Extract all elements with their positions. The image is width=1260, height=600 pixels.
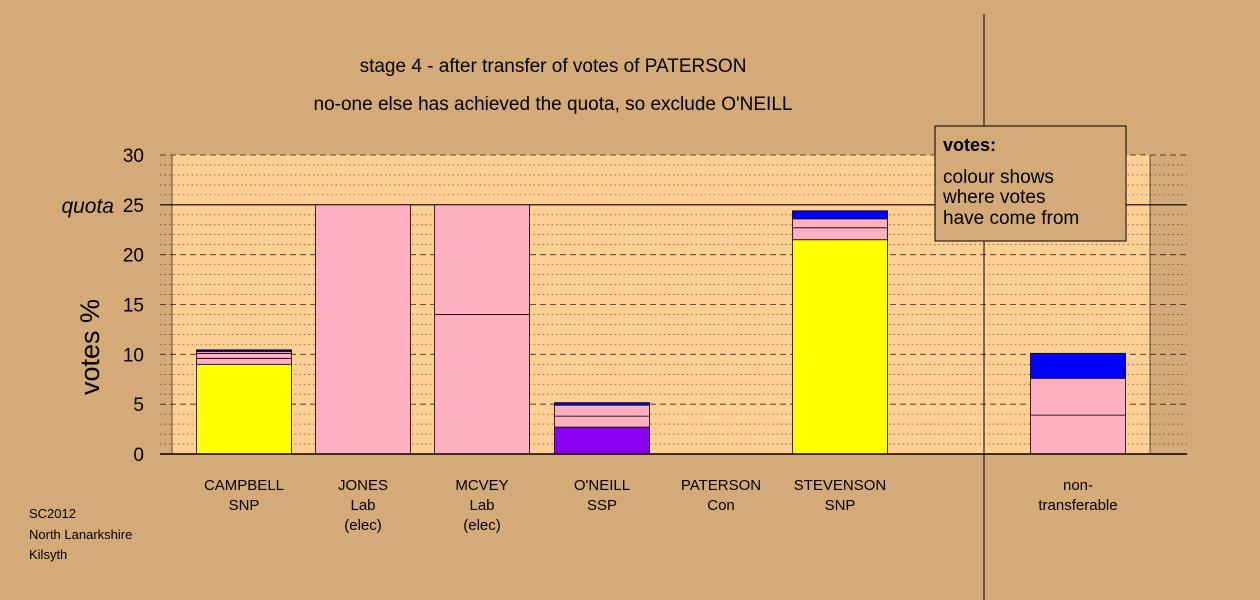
footer-line-2: North Lanarkshire — [29, 527, 132, 542]
bars — [196, 204, 1126, 455]
quota-label: quota — [61, 195, 114, 218]
category-label: SNP — [229, 497, 260, 514]
legend-line-1: colour shows — [943, 167, 1054, 188]
category-label: JONES — [338, 477, 388, 494]
category-label: STEVENSON — [794, 477, 887, 494]
bar-segment — [434, 204, 530, 315]
category-label: (elec) — [463, 517, 501, 534]
bar-segment — [792, 210, 888, 220]
y-ticks: 0 5 10 15 20 25 30 — [123, 146, 144, 466]
category-label: PATERSON — [681, 477, 761, 494]
category-label-non-transferable: non- — [1063, 477, 1093, 494]
category-label: MCVEY — [455, 477, 508, 494]
category-label: Con — [707, 497, 735, 514]
bar-segment — [434, 314, 530, 455]
legend-title: votes: — [943, 135, 996, 155]
category-label: (elec) — [344, 517, 382, 534]
bar-segment — [554, 426, 650, 455]
y-tick-label: 10 — [123, 345, 144, 366]
y-tick-label: 30 — [123, 146, 144, 167]
bar-segment — [554, 402, 650, 406]
axes — [160, 14, 1187, 600]
footer: SC2012 North Lanarkshire Kilsyth — [29, 506, 132, 562]
bar-segment — [196, 349, 292, 352]
bar-segment-non-transferable — [1030, 377, 1126, 416]
bar-segment — [554, 415, 650, 428]
bar-segment — [315, 204, 411, 455]
bar-segment — [196, 357, 292, 365]
legend: votes: colour shows where votes have com… — [934, 125, 1127, 242]
category-label: O'NEILL — [574, 477, 630, 494]
bar-segment — [792, 218, 888, 229]
category-label: Lab — [469, 497, 494, 514]
bar-segment-non-transferable — [1030, 352, 1126, 379]
bar-segment-non-transferable — [1030, 414, 1126, 455]
bar-segment — [792, 227, 888, 241]
y-tick-label: 20 — [123, 246, 144, 267]
bar-segment — [196, 363, 292, 455]
y-tick-label: 0 — [133, 445, 144, 466]
bar-segment — [792, 239, 888, 455]
category-label-non-transferable: transferable — [1038, 497, 1117, 514]
category-label: CAMPBELL — [204, 477, 284, 494]
category-label: SNP — [825, 497, 856, 514]
legend-line-3: have come from — [943, 208, 1079, 229]
y-tick-label: 25 — [123, 196, 144, 217]
chart-title: stage 4 - after transfer of votes of PAT… — [360, 56, 747, 77]
footer-line-3: Kilsyth — [29, 547, 67, 562]
legend-line-2: where votes — [942, 187, 1045, 208]
y-tick-label: 5 — [133, 395, 144, 416]
y-axis-label: votes % — [75, 299, 105, 395]
category-label: Lab — [350, 497, 375, 514]
footer-line-1: SC2012 — [29, 506, 76, 521]
y-tick-label: 15 — [123, 296, 144, 317]
category-labels: CAMPBELL SNP JONES Lab (elec) MCVEY Lab (elec) O… — [204, 477, 1118, 534]
legend-box — [934, 125, 1127, 242]
chart-subtitle: no-one else has achieved the quota, so e… — [314, 94, 793, 115]
bar-segment — [196, 352, 292, 359]
bar-segment — [554, 404, 650, 417]
category-label: SSP — [587, 497, 617, 514]
